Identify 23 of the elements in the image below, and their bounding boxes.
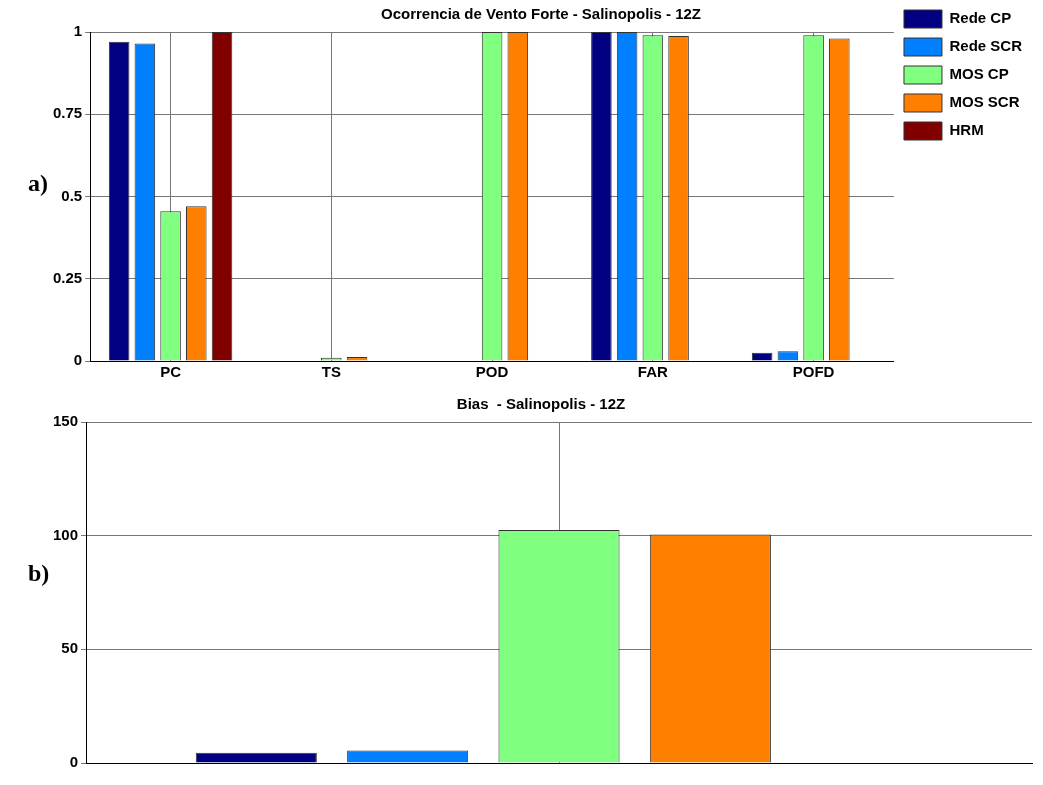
y-tick-label: 50 bbox=[61, 639, 79, 657]
y-tick-label: 100 bbox=[53, 525, 79, 543]
chart-title: Ocorrencia de Vento Forte - Salinopolis - 12Z bbox=[380, 5, 702, 23]
legend-label: MOS SCR bbox=[949, 93, 1020, 111]
legend-label: MOS CP bbox=[949, 65, 1009, 83]
y-tick-label: 150 bbox=[53, 412, 79, 430]
text: a) bbox=[28, 170, 48, 197]
legend-label: Rede SCR bbox=[949, 37, 1023, 55]
y-tick-label: 1 bbox=[73, 22, 83, 40]
x-tick-label: FAR bbox=[637, 363, 669, 381]
chart-title: Bias - Salinopolis - 12Z bbox=[456, 395, 626, 413]
legend-label: HRM bbox=[949, 121, 984, 139]
x-tick-label: PC bbox=[160, 363, 182, 381]
text: b) bbox=[28, 560, 50, 587]
y-tick-label: 0 bbox=[69, 753, 79, 771]
y-tick-label: 0.75 bbox=[52, 104, 83, 122]
y-tick-label: 0 bbox=[73, 351, 83, 369]
legend-label: Rede CP bbox=[949, 9, 1012, 27]
y-tick-label: 0.25 bbox=[52, 268, 83, 286]
y-tick-label: 0.5 bbox=[61, 186, 83, 204]
x-tick-label: POFD bbox=[792, 363, 835, 381]
x-tick-label: TS bbox=[321, 363, 341, 381]
x-tick-label: POD bbox=[475, 363, 509, 381]
